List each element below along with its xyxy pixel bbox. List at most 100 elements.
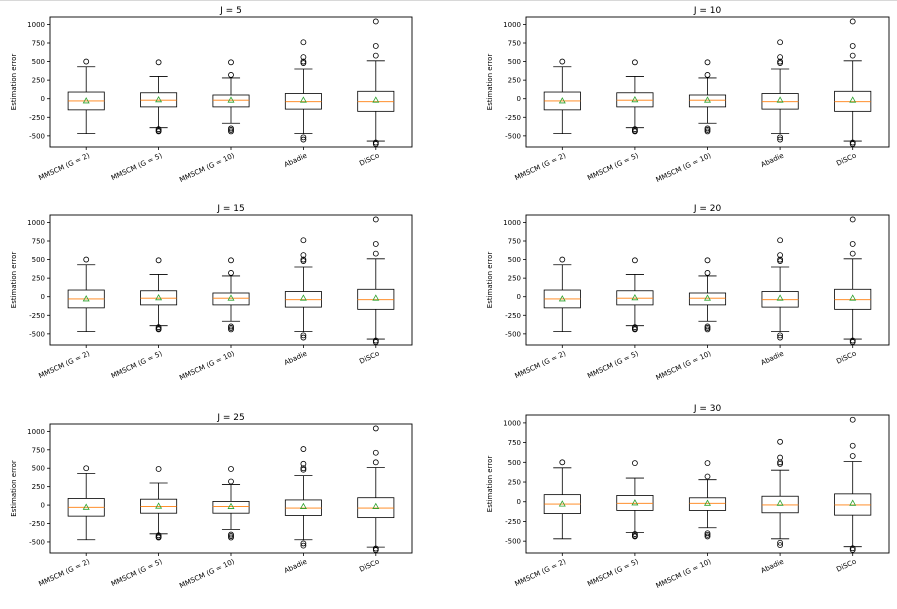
outlier-point: [155, 326, 162, 333]
mean-marker: [776, 96, 784, 103]
mean-marker: [155, 96, 163, 103]
x-tick-label: MMSCM (G = 2): [38, 557, 92, 588]
outlier-point: [300, 256, 307, 263]
y-tick-label: 750: [32, 446, 45, 454]
y-axis-label: Estimation error: [486, 54, 494, 111]
mean-marker: [558, 97, 566, 104]
outlier-point: [777, 252, 784, 259]
iqr-box: [688, 292, 727, 306]
y-tick-label: -500: [29, 538, 45, 546]
y-tick-label: 0: [517, 293, 521, 301]
box-1: [67, 58, 105, 135]
mean-marker: [82, 503, 90, 510]
outlier-point: [631, 128, 638, 135]
outlier-point: [228, 534, 234, 541]
outlier-point: [631, 460, 638, 467]
chart-title: J = 30: [693, 404, 722, 414]
x-tick-label: DiSCo: [358, 558, 380, 574]
outlier-point: [777, 460, 784, 467]
y-tick-label: 500: [32, 58, 45, 66]
outlier-point: [83, 465, 90, 472]
mean-marker: [558, 500, 566, 507]
mean-marker: [227, 294, 235, 301]
mean-marker: [227, 502, 235, 509]
outlier-point: [228, 466, 234, 472]
outlier-point: [777, 454, 784, 461]
outlier-point: [777, 237, 784, 244]
outlier-point: [155, 59, 162, 66]
y-tick-label: -500: [505, 538, 521, 546]
outlier-point: [228, 478, 234, 485]
mean-marker: [299, 294, 307, 301]
y-tick-label: 1000: [503, 219, 521, 227]
chart-title: J = 5: [219, 6, 242, 16]
x-tick-label: MMSCM (G = 10): [178, 151, 236, 184]
y-tick-label: 1000: [27, 21, 45, 29]
box-4: [761, 237, 799, 341]
outlier-point: [849, 43, 856, 49]
y-tick-label: 750: [32, 238, 45, 246]
outlier-point: [704, 460, 711, 467]
outlier-point: [704, 257, 711, 264]
x-tick-label: DiSCo: [835, 152, 857, 168]
y-tick-label: 1000: [27, 219, 45, 227]
outlier-point: [704, 128, 711, 135]
x-tick-label: Abadie: [760, 350, 785, 367]
outlier-point: [228, 59, 234, 66]
outlier-point: [300, 542, 307, 549]
box-2: [616, 257, 654, 333]
outlier-point: [372, 459, 379, 466]
outlier-point: [228, 125, 234, 132]
outlier-point: [704, 325, 711, 331]
x-tick-label: MMSCM (G = 10): [655, 151, 713, 184]
x-tick-label: Abadie: [283, 152, 308, 169]
outlier-point: [849, 250, 856, 257]
outlier-point: [777, 438, 784, 445]
outlier-point: [631, 126, 638, 133]
outlier-point: [704, 270, 711, 276]
outlier-point: [300, 134, 307, 141]
plot-frame: [49, 423, 413, 554]
outlier-point: [372, 141, 379, 147]
chart-panel-4: J = 20 Estimation error -500 -250 0 250 500 750…: [476, 200, 897, 397]
outlier-point: [631, 59, 638, 66]
outlier-point: [704, 125, 711, 132]
box-2: [616, 59, 654, 135]
iqr-box: [688, 497, 727, 511]
outlier-point: [155, 534, 162, 541]
outlier-point: [777, 134, 784, 141]
outlier-point: [704, 326, 711, 333]
outlier-point: [372, 250, 379, 257]
top-border: [0, 0, 897, 1]
mean-marker: [372, 96, 380, 103]
box-4: [284, 446, 322, 549]
outlier-point: [777, 136, 784, 143]
y-tick-label: 250: [508, 479, 521, 487]
box-1: [67, 256, 105, 333]
box-3: [212, 466, 250, 541]
y-tick-label: 0: [517, 498, 521, 506]
x-tick-label: MMSCM (G = 10): [655, 349, 713, 382]
outlier-point: [704, 473, 711, 480]
outlier-point: [300, 136, 307, 143]
y-axis-label: Estimation error: [486, 252, 494, 309]
outlier-point: [83, 256, 90, 263]
iqr-box: [212, 292, 250, 306]
x-tick-label: MMSCM (G = 5): [110, 151, 164, 182]
outlier-point: [777, 542, 784, 549]
y-tick-label: 250: [508, 275, 521, 283]
chart-panel-6: J = 30 Estimation error -500 -250 0 250 500 750…: [476, 400, 897, 605]
box-plot-svg: J = 20 Estimation error -500 -250 0 250 500 750…: [486, 204, 890, 382]
mean-marker: [558, 295, 566, 302]
outlier-point: [300, 54, 307, 61]
x-tick-label: MMSCM (G = 2): [38, 151, 92, 182]
outlier-point: [849, 453, 856, 459]
outlier-point: [849, 546, 856, 553]
y-tick-label: -500: [29, 330, 45, 338]
y-tick-label: 750: [32, 40, 45, 48]
mean-marker: [227, 96, 235, 103]
outlier-point: [300, 237, 307, 244]
y-tick-label: -250: [505, 312, 521, 320]
chart-title: J = 25: [216, 413, 244, 423]
outlier-point: [704, 72, 711, 78]
